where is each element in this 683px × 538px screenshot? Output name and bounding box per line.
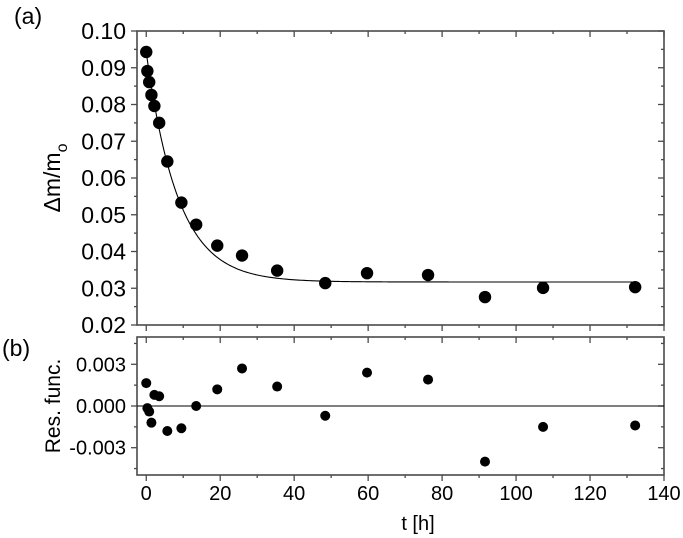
- data-point: [319, 276, 332, 290]
- residual-point: [423, 374, 434, 385]
- data-point: [235, 249, 249, 262]
- y-axis-label-b: Res. func.: [42, 359, 65, 454]
- residual-point: [538, 421, 549, 432]
- data-point: [145, 88, 158, 102]
- x-tick-label: 100: [499, 483, 532, 505]
- residual-point: [212, 384, 223, 395]
- data-points: [140, 45, 642, 304]
- panel-b-label: (b): [2, 335, 30, 361]
- data-point: [148, 99, 161, 113]
- residual-point: [320, 410, 331, 421]
- fit-curve: [145, 52, 637, 283]
- panel-a: 0.02 0.03 0.04 0.05 0.06 0.07 0.08 0.09 0.10 (a)…: [14, 3, 665, 338]
- y-axis-label-a-main: Δm/m: [39, 152, 65, 212]
- x-tick-labels: 0 20 40 60 80 100 120 140: [141, 483, 681, 505]
- x-axis-label: t [h]: [401, 513, 434, 535]
- data-point: [152, 116, 166, 130]
- data-point: [628, 280, 642, 294]
- data-point: [143, 75, 156, 89]
- panel-a-axes: [131, 30, 665, 331]
- y-tick-label: 0.04: [81, 239, 126, 265]
- x-tick-label: 80: [431, 483, 453, 505]
- residual-point: [162, 426, 173, 437]
- y-tick-label: 0.09: [81, 55, 126, 81]
- y-tick-label: 0.07: [81, 128, 126, 154]
- x-tick-label: 0: [141, 483, 152, 505]
- y-tick-label: 0.003: [76, 354, 126, 376]
- y-axis-label-a: Δm/mo: [39, 143, 71, 212]
- panel-a-label: (a): [14, 3, 42, 29]
- x-tick-label: 120: [573, 483, 606, 505]
- residual-points: [141, 363, 641, 467]
- data-point: [141, 64, 154, 78]
- data-point: [211, 239, 224, 252]
- x-tick-label: 140: [647, 483, 680, 505]
- y-axis-label-a-sub: o: [54, 143, 71, 152]
- panel-b-axes: [131, 336, 665, 481]
- data-point: [536, 281, 550, 295]
- y-tick-label: 0.06: [81, 165, 126, 191]
- data-point: [421, 268, 435, 282]
- data-point: [360, 266, 374, 280]
- residual-point: [630, 420, 641, 431]
- residual-point: [141, 378, 152, 389]
- panel-b: 0.003 0.000 -0.003 (b) Res. func.: [2, 335, 665, 481]
- residual-point: [144, 406, 155, 417]
- residual-point: [272, 381, 283, 392]
- panel-a-y-tick-labels: 0.02 0.03 0.04 0.05 0.06 0.07 0.08 0.09 0.10: [81, 18, 126, 338]
- data-point: [140, 45, 153, 59]
- panel-b-y-tick-labels: 0.003 0.000 -0.003: [69, 354, 126, 459]
- data-point: [189, 218, 203, 231]
- data-point: [161, 155, 174, 168]
- y-tick-label: 0.02: [81, 312, 126, 338]
- x-tick-label: 60: [357, 483, 379, 505]
- residual-point: [362, 367, 373, 378]
- x-tick-label: 20: [209, 483, 231, 505]
- y-tick-label: 0.10: [81, 18, 126, 44]
- y-tick-label: 0.03: [81, 275, 126, 301]
- y-tick-label: 0.000: [76, 396, 126, 418]
- y-tick-label: 0.08: [81, 92, 126, 118]
- residual-point: [154, 391, 165, 402]
- data-point: [478, 290, 492, 304]
- residual-point: [480, 456, 491, 467]
- residual-point: [146, 417, 157, 428]
- residual-point: [176, 423, 187, 434]
- panel-a-frame: [136, 30, 665, 326]
- y-tick-label: -0.003: [69, 438, 126, 460]
- residual-point: [191, 401, 202, 411]
- data-point: [270, 264, 284, 277]
- residual-point: [237, 363, 248, 374]
- x-tick-label: 40: [283, 483, 305, 505]
- y-tick-label: 0.05: [81, 202, 126, 228]
- data-point: [175, 196, 188, 209]
